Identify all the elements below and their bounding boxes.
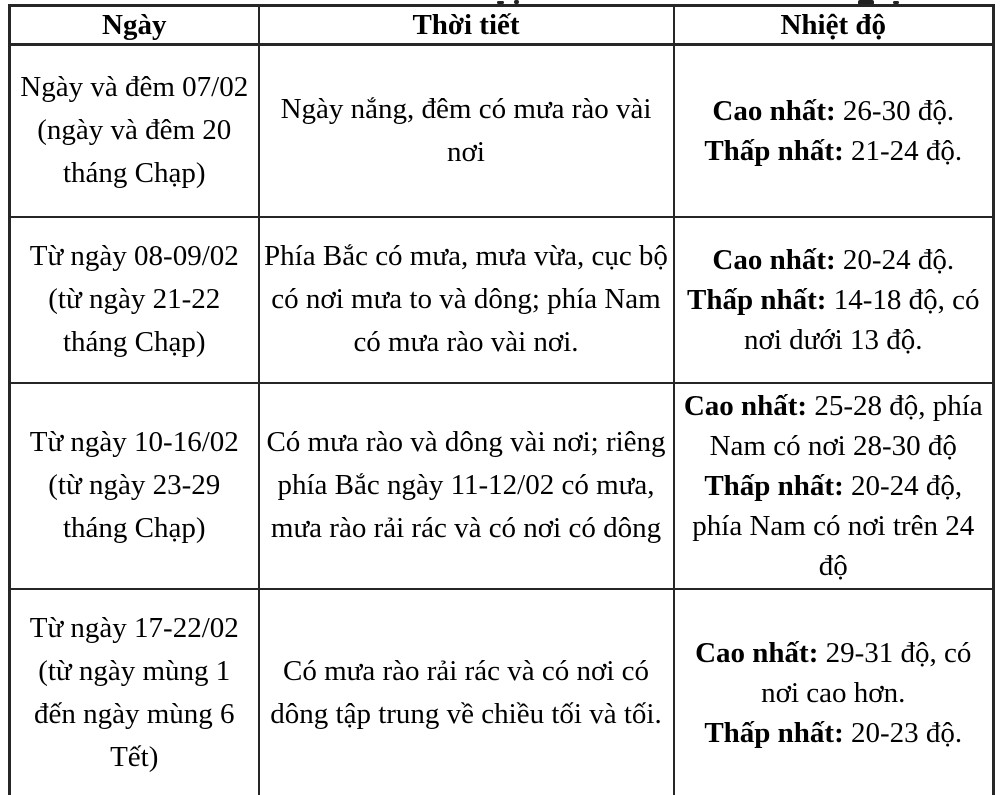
temp-min-label: Thấp nhất: [687,283,827,316]
temp-max: Cao nhất: 20-24 độ. [679,240,989,280]
cropped-text-remnant [858,0,874,5]
date-cell: Từ ngày 08-09/02 (từ ngày 21-22 tháng Ch… [8,215,260,384]
temp-max-value: 29-31 độ, có nơi cao hơn. [761,636,972,709]
temp-max: Cao nhất: 29-31 độ, có nơi cao hơn. [679,633,989,713]
forecast-row: Từ ngày 08-09/02 (từ ngày 21-22 tháng Ch… [8,215,995,384]
temp-min-value: 14-18 độ, có nơi dưới 13 độ. [743,283,980,356]
temperature-cell: Cao nhất: 26-30 độ. Thấp nhất: 21-24 độ. [672,43,995,218]
column-header-weather: Thời tiết [257,4,675,46]
temp-max: Cao nhất: 25-28 độ, phía Nam có nơi 28-3… [679,386,989,466]
column-header-temperature: Nhiệt độ [672,4,995,46]
date-cell: Từ ngày 17-22/02 (từ ngày mùng 1 đến ngà… [8,587,260,795]
forecast-row: Từ ngày 17-22/02 (từ ngày mùng 1 đến ngà… [8,587,995,795]
weather-cell: Ngày nắng, đêm có mưa rào vài nơi [257,43,675,218]
temp-max-label: Cao nhất: [712,243,836,276]
column-header-date: Ngày [8,4,260,46]
forecast-table: Ngày Thời tiết Nhiệt độ Ngày và đêm 07/0… [8,4,995,795]
header-row: Ngày Thời tiết Nhiệt độ [8,4,995,46]
temp-max: Cao nhất: 26-30 độ. [679,91,989,131]
temp-max-value: 25-28 độ, phía Nam có nơi 28-30 độ [709,389,983,462]
temp-max-label: Cao nhất: [712,94,836,127]
forecast-row: Ngày và đêm 07/02 (ngày và đêm 20 tháng … [8,43,995,218]
temp-min-label: Thấp nhất: [704,716,844,749]
cropped-text-remnant [514,0,519,4]
temp-min-value: 20-23 độ. [843,716,963,749]
temperature-cell: Cao nhất: 20-24 độ. Thấp nhất: 14-18 độ,… [672,215,995,384]
temp-max-value: 20-24 độ. [835,243,955,276]
temp-max-label: Cao nhất: [683,389,808,422]
date-cell: Ngày và đêm 07/02 (ngày và đêm 20 tháng … [8,43,260,218]
temp-min: Thấp nhất: 20-24 độ, phía Nam có nơi trê… [679,466,989,586]
temp-min-value: 20-24 độ, phía Nam có nơi trên 24 độ [692,469,975,582]
cropped-text-remnant [497,1,504,4]
temp-min-label: Thấp nhất: [704,469,844,502]
weather-cell: Phía Bắc có mưa, mưa vừa, cục bộ có nơi … [257,215,675,384]
temp-min: Thấp nhất: 14-18 độ, có nơi dưới 13 độ. [679,280,989,360]
temp-max-value: 26-30 độ. [835,94,955,127]
temp-min: Thấp nhất: 20-23 độ. [679,713,989,753]
cropped-text-remnant [893,1,899,4]
temperature-cell: Cao nhất: 25-28 độ, phía Nam có nơi 28-3… [672,381,995,590]
temp-min-label: Thấp nhất: [704,134,844,167]
temperature-cell: Cao nhất: 29-31 độ, có nơi cao hơn. Thấp… [672,587,995,795]
date-cell: Từ ngày 10-16/02 (từ ngày 23-29 tháng Ch… [8,381,260,590]
temp-min: Thấp nhất: 21-24 độ. [679,131,989,171]
weather-cell: Có mưa rào và dông vài nơi; riêng phía B… [257,381,675,590]
forecast-row: Từ ngày 10-16/02 (từ ngày 23-29 tháng Ch… [8,381,995,590]
temp-min-value: 21-24 độ. [843,134,963,167]
temp-max-label: Cao nhất: [695,636,819,669]
weather-cell: Có mưa rào rải rác và có nơi có dông tập… [257,587,675,795]
